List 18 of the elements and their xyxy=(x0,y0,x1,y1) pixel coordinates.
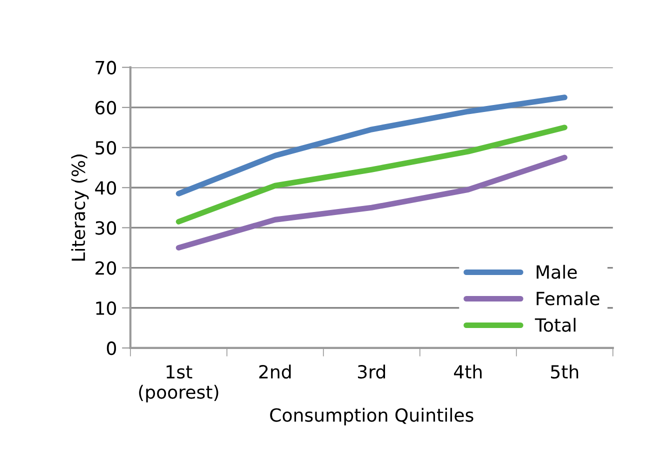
x-tick-label: 5th xyxy=(551,364,578,379)
y-tick-label: 50 xyxy=(96,140,116,155)
x-tick-label: 3rd xyxy=(358,364,386,379)
legend-label: Female xyxy=(536,291,600,306)
y-tick-label: 40 xyxy=(95,181,116,195)
y-tick-label: 10 xyxy=(96,301,116,315)
legend-label: Total xyxy=(534,318,576,332)
x-tick-label: 4th xyxy=(454,364,482,378)
x-tick-label: 1st (poorest) xyxy=(139,365,218,402)
x-axis-title: Consumption Quintiles xyxy=(270,408,474,426)
y-tick-label: 20 xyxy=(96,261,116,275)
x-tick-label: 2nd xyxy=(259,364,291,379)
y-tick-label: 70 xyxy=(96,60,116,74)
legend-label: Male xyxy=(536,264,577,279)
y-tick-label: 0 xyxy=(106,341,116,356)
y-tick-label: 30 xyxy=(96,221,116,235)
y-axis-title: Literacy (%) xyxy=(71,154,89,261)
y-tick-label: 60 xyxy=(95,100,116,115)
